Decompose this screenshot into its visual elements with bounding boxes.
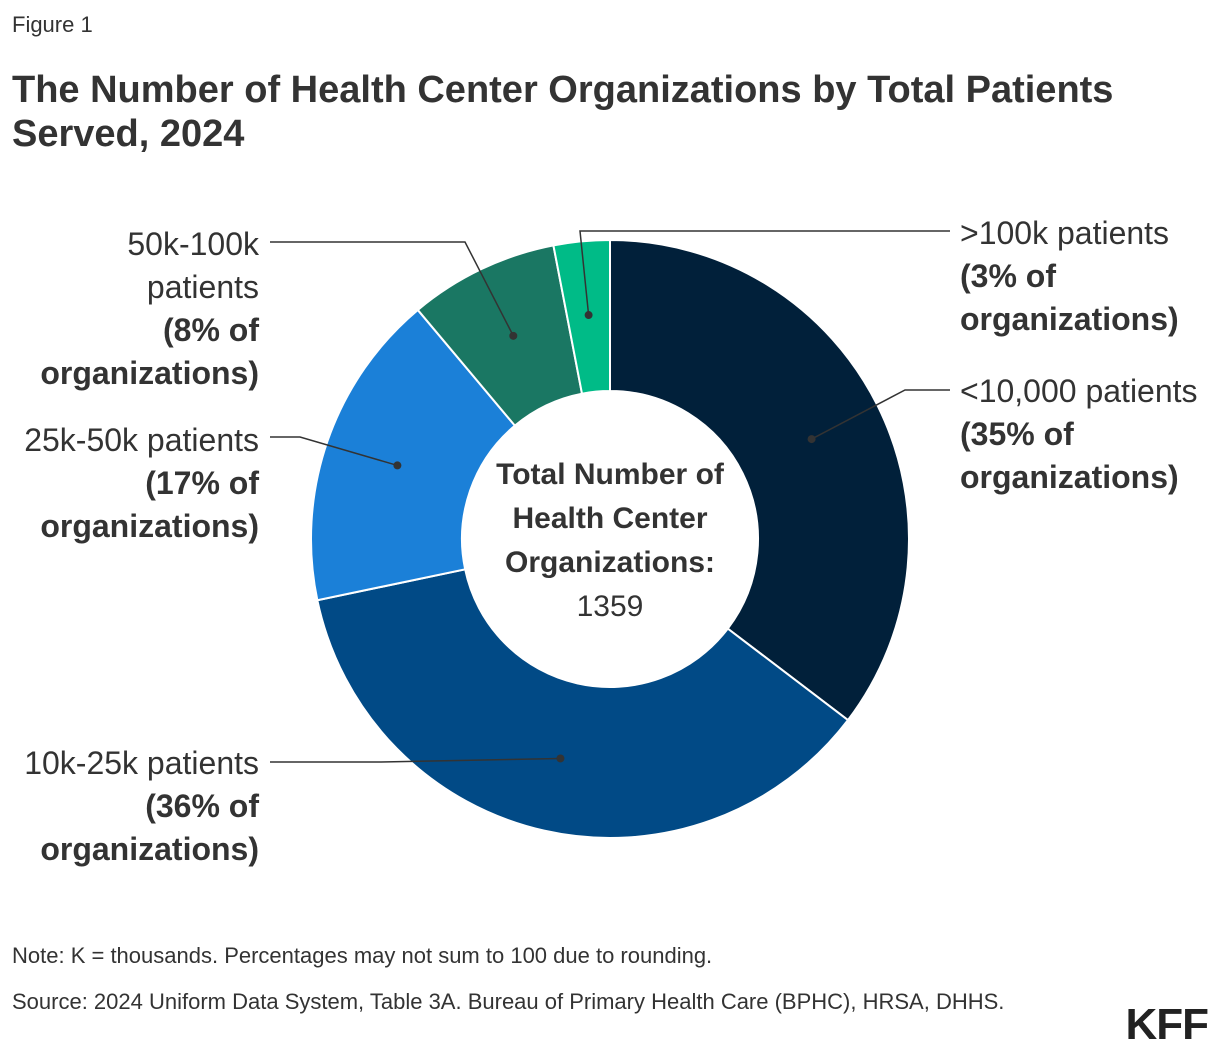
figure-label: Figure 1 xyxy=(12,12,93,37)
leader-line-1 xyxy=(270,757,561,763)
slice-0 xyxy=(609,238,910,722)
chart-source: Source: 2024 Uniform Data System, Table … xyxy=(12,989,1005,1014)
leader-line-2 xyxy=(270,436,398,467)
slice-1 xyxy=(316,568,850,839)
leader-line-0 xyxy=(811,389,950,440)
leader-dot-3 xyxy=(509,331,518,340)
leader-line-3 xyxy=(270,241,514,337)
kff-logo: KFF xyxy=(1125,1000,1209,1049)
slice-label-3: 25k-50k patients (17% of organizations) xyxy=(24,422,259,544)
chart-title: The Number of Health Center Organization… xyxy=(12,69,1114,155)
chart-note: Note: K = thousands. Percentages may not… xyxy=(12,943,713,968)
slice-2 xyxy=(310,308,517,602)
leader-dot-4 xyxy=(584,311,593,320)
center-label: Total Number of Health Center Organization… xyxy=(496,458,725,579)
center-value: 1359 xyxy=(577,590,644,623)
leader-dot-2 xyxy=(393,461,402,470)
slice-label-4: 50k-100k patients (8% of organizations) xyxy=(40,226,260,391)
leader-dot-0 xyxy=(807,435,816,444)
leader-dot-1 xyxy=(556,754,565,763)
slice-4 xyxy=(552,238,611,395)
leader-line-4 xyxy=(579,230,950,316)
slice-label-0: >100k patients (3% of organizations) xyxy=(960,215,1179,337)
slice-label-2: 10k-25k patients (36% of organizations) xyxy=(24,745,259,867)
slice-label-1: <10,000 patients (35% of organizations) xyxy=(960,373,1198,495)
